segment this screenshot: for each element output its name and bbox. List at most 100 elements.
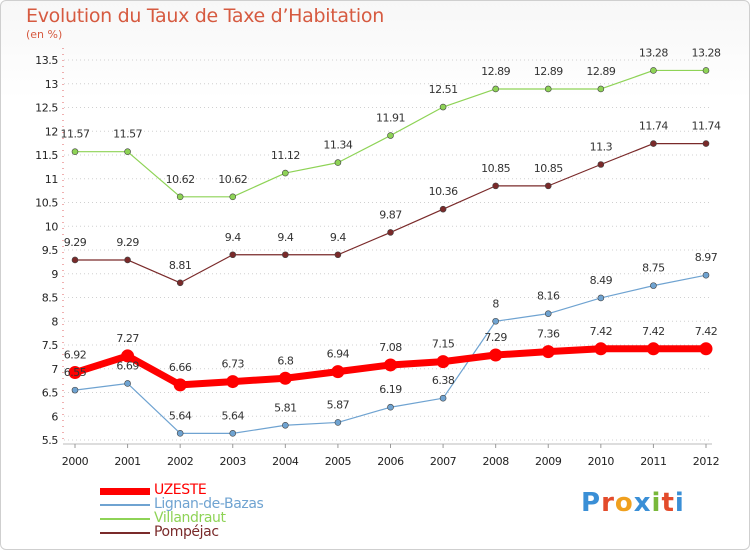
data-point-lignan-de-bazas — [492, 317, 499, 325]
legend-label-lignan-de-bazas: Lignan-de-Bazas — [154, 496, 264, 512]
data-point-uzeste — [331, 365, 345, 379]
data-label-pompejac: 10.85 — [481, 162, 510, 175]
x-tick-label: 2004 — [272, 455, 299, 468]
data-point-uzeste — [121, 349, 135, 363]
data-point-pompejac — [71, 256, 79, 264]
x-tick-label: 2011 — [640, 455, 666, 468]
y-tick-label: 11.5 — [35, 149, 58, 162]
data-label-lignan-de-bazas: 6.19 — [379, 383, 402, 396]
chart-title: Evolution du Taux de Taxe d’Habitation — [26, 5, 384, 27]
data-point-uzeste — [594, 342, 608, 356]
legend-swatch-villandraut — [100, 518, 150, 520]
y-tick-label: 12 — [45, 125, 58, 138]
y-tick-label: 10 — [45, 220, 59, 233]
data-point-uzeste — [278, 371, 292, 385]
x-tick-label: 2009 — [535, 455, 562, 468]
data-point-villandraut — [124, 148, 131, 155]
x-tick-label: 2005 — [325, 455, 352, 468]
proxiti-logo: Proxiti — [581, 488, 685, 518]
data-point-villandraut — [597, 85, 605, 93]
chart-subtitle: (en %) — [26, 28, 63, 41]
data-point-uzeste — [489, 348, 503, 362]
y-tick-label: 10.5 — [35, 197, 58, 210]
y-tick-label: 7.5 — [42, 339, 59, 352]
data-label-lignan-de-bazas: 5.87 — [327, 398, 350, 411]
data-label-pompejac: 9.29 — [116, 236, 139, 249]
y-tick-label: 8 — [51, 315, 58, 328]
data-point-pompejac — [439, 205, 447, 213]
y-tick-label: 12.5 — [35, 102, 58, 115]
data-label-pompejac: 10.85 — [534, 162, 563, 175]
logo-letter: i — [651, 488, 662, 518]
data-label-lignan-de-bazas: 8.16 — [537, 290, 560, 303]
y-tick-label: 13 — [45, 78, 59, 91]
data-point-lignan-de-bazas — [650, 282, 657, 289]
data-point-villandraut — [544, 85, 552, 93]
data-point-pompejac — [229, 251, 237, 259]
data-label-pompejac: 9.29 — [64, 236, 87, 249]
x-tick-label: 2001 — [114, 455, 140, 468]
data-label-lignan-de-bazas: 6.55 — [64, 366, 87, 379]
data-point-lignan-de-bazas — [282, 421, 289, 429]
data-label-lignan-de-bazas: 8 — [492, 297, 499, 310]
x-tick-label: 2000 — [62, 455, 89, 468]
data-label-lignan-de-bazas: 6.38 — [432, 374, 455, 387]
y-tick-label: 6 — [51, 410, 58, 423]
data-point-villandraut — [650, 67, 657, 74]
data-label-villandraut: 10.62 — [166, 173, 195, 186]
x-tick-label: 2008 — [482, 455, 509, 468]
data-label-pompejac: 11.74 — [639, 120, 668, 133]
data-label-lignan-de-bazas: 8.97 — [695, 251, 718, 264]
y-tick-label: 8.5 — [42, 292, 59, 305]
data-point-uzeste — [646, 342, 660, 356]
data-label-villandraut: 11.57 — [113, 128, 142, 141]
logo-letter: P — [581, 488, 602, 518]
data-label-villandraut: 11.57 — [61, 128, 90, 141]
data-label-uzeste: 6.66 — [169, 361, 192, 374]
data-label-uzeste: 6.92 — [64, 349, 87, 362]
y-tick-label: 11 — [45, 173, 58, 186]
data-label-uzeste: 6.73 — [222, 358, 245, 371]
data-label-uzeste: 7.27 — [116, 332, 139, 345]
data-label-villandraut: 11.12 — [271, 149, 300, 162]
data-label-pompejac: 11.74 — [692, 120, 721, 133]
data-label-lignan-de-bazas: 6.69 — [116, 359, 139, 372]
data-point-pompejac — [702, 140, 710, 147]
legend-item-uzeste: UZESTE — [100, 482, 360, 498]
logo-letter: i — [674, 488, 685, 518]
data-label-uzeste: 6.8 — [277, 354, 293, 367]
data-labels: 6.55 6.69 5.64 5.64 5.81 5.87 6.19 6.38 8 8.16 8.4… — [61, 46, 722, 422]
legend-label-villandraut: Villandraut — [154, 510, 226, 526]
data-label-lignan-de-bazas: 8.75 — [642, 262, 665, 275]
data-point-lignan-de-bazas — [544, 310, 552, 317]
data-label-pompejac: 8.81 — [169, 259, 192, 272]
legend-swatch-lignan-de-bazas — [100, 504, 150, 506]
data-label-lignan-de-bazas: 5.81 — [274, 401, 297, 414]
y-tick-label: 7 — [51, 363, 58, 376]
data-point-pompejac — [176, 279, 184, 287]
legend-label-uzeste: UZESTE — [154, 482, 207, 498]
legend-item-villandraut: Villandraut — [100, 510, 360, 526]
x-tick-label: 2012 — [693, 455, 719, 468]
data-label-uzeste: 6.94 — [327, 348, 350, 361]
data-point-uzeste — [436, 355, 450, 369]
data-label-villandraut: 12.51 — [429, 83, 458, 96]
y-tick-label: 6.5 — [42, 387, 59, 400]
y-tick-label: 9.5 — [42, 244, 59, 257]
data-label-uzeste: 7.08 — [379, 341, 402, 354]
axes: 5.5 6 6.5 7 7.5 8 8.5 9 9.5 10 10.5 11 11.5 12 12.5 13 1… — [35, 48, 720, 468]
data-point-lignan-de-bazas — [229, 430, 237, 437]
legend-swatch-uzeste — [100, 488, 150, 495]
data-point-pompejac — [650, 140, 657, 147]
x-tick-label: 2002 — [167, 455, 193, 468]
data-point-pompejac — [387, 229, 394, 236]
data-label-pompejac: 11.3 — [590, 141, 613, 154]
data-point-pompejac — [544, 182, 552, 190]
data-point-villandraut — [71, 148, 79, 155]
data-point-villandraut — [439, 103, 447, 111]
data-label-villandraut: 12.89 — [481, 65, 510, 78]
data-point-villandraut — [702, 67, 710, 74]
data-label-uzeste: 7.15 — [432, 338, 455, 351]
